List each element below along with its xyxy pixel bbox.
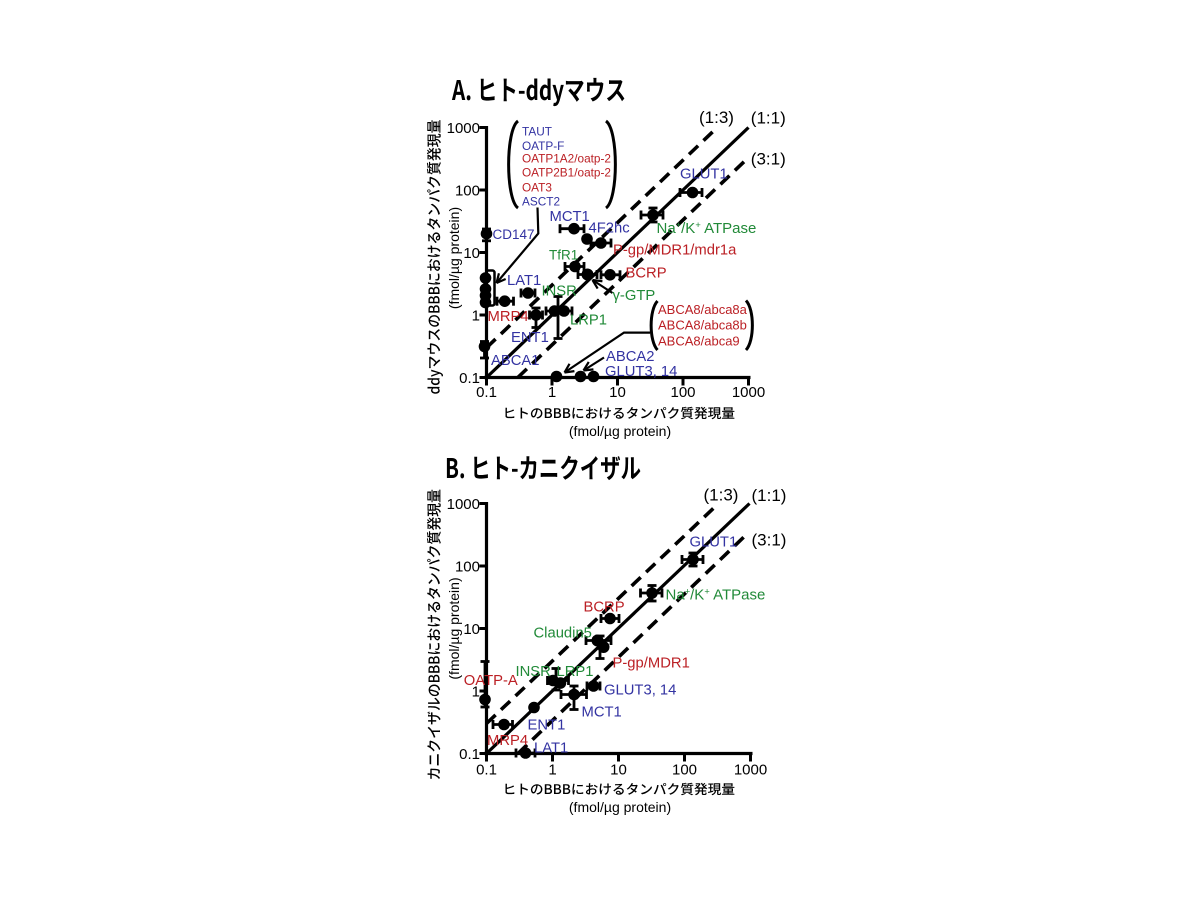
svg-text:0.1: 0.1 [459, 746, 480, 763]
svg-text:ABCA2: ABCA2 [606, 349, 655, 365]
svg-text:(fmol/µg protein): (fmol/µg protein) [569, 799, 671, 815]
svg-text:0.1: 0.1 [476, 762, 497, 779]
svg-text:ABCA1: ABCA1 [491, 353, 540, 369]
svg-text:LAT1: LAT1 [534, 741, 568, 757]
svg-text:1000: 1000 [447, 496, 480, 513]
svg-text:Na+​/K+​ ATPase: Na+​/K+​ ATPase [657, 220, 757, 237]
svg-text:LRP1: LRP1 [570, 313, 607, 329]
svg-text:TAUT: TAUT [522, 125, 552, 139]
svg-text:OATP-F: OATP-F [522, 139, 564, 153]
svg-text:GLUT1: GLUT1 [680, 167, 728, 183]
svg-text:1000: 1000 [732, 384, 765, 401]
svg-text:10: 10 [609, 384, 626, 401]
svg-text:ABCA8/abca8a: ABCA8/abca8a [658, 302, 748, 317]
svg-text:TfR1: TfR1 [549, 248, 578, 263]
svg-text:1000: 1000 [734, 762, 767, 779]
svg-text:GLUT3, 14: GLUT3, 14 [604, 683, 676, 699]
svg-text:γ-GTP: γ-GTP [613, 288, 656, 304]
svg-text:4F2hc: 4F2hc [589, 221, 631, 237]
svg-text:0.1: 0.1 [459, 370, 480, 387]
svg-text:1: 1 [472, 308, 480, 325]
svg-text:GLUT3, 14: GLUT3, 14 [605, 364, 677, 380]
svg-text:(1:3): (1:3) [704, 486, 739, 505]
svg-text:100: 100 [455, 183, 480, 200]
svg-text:(fmol/µg protein): (fmol/µg protein) [446, 207, 462, 309]
svg-text:(3:1): (3:1) [751, 150, 786, 169]
svg-text:P-gp/MDR1: P-gp/MDR1 [613, 656, 690, 672]
svg-text:0.1: 0.1 [476, 384, 497, 401]
svg-text:1: 1 [472, 684, 480, 701]
svg-text:Claudin5: Claudin5 [534, 626, 592, 642]
svg-text:ABCA8/abca8b: ABCA8/abca8b [658, 318, 747, 333]
svg-text:MCT1: MCT1 [550, 209, 590, 225]
svg-text:1000: 1000 [447, 120, 480, 137]
svg-text:(fmol/µg protein): (fmol/µg protein) [569, 423, 671, 439]
svg-text:GLUT1: GLUT1 [690, 535, 738, 551]
svg-text:(1:1): (1:1) [752, 486, 787, 505]
svg-text:(1:3): (1:3) [699, 108, 734, 127]
svg-text:1: 1 [548, 762, 556, 779]
svg-text:(3:1): (3:1) [752, 531, 787, 550]
svg-text:P-gp/MDR1/mdr1a: P-gp/MDR1/mdr1a [613, 243, 737, 259]
svg-text:LAT1: LAT1 [507, 273, 541, 289]
svg-text:LRP1: LRP1 [557, 664, 594, 680]
svg-text:100: 100 [455, 559, 480, 576]
svg-text:ABCA8/abca9: ABCA8/abca9 [658, 334, 740, 349]
svg-text:OATP2B1/oatp-2: OATP2B1/oatp-2 [522, 166, 611, 180]
svg-text:100: 100 [672, 762, 697, 779]
svg-text:OAT3: OAT3 [522, 181, 552, 195]
svg-text:ENT1: ENT1 [528, 718, 566, 734]
svg-text:INSR: INSR [516, 664, 551, 680]
svg-text:ASCT2: ASCT2 [522, 195, 560, 209]
svg-text:(fmol/µg protein): (fmol/µg protein) [446, 577, 462, 679]
svg-text:OATP-A: OATP-A [464, 673, 518, 689]
svg-text:MRP4: MRP4 [488, 309, 529, 325]
svg-text:Na+​/K+​ ATPase: Na+​/K+​ ATPase [666, 587, 766, 604]
svg-text:CD147: CD147 [493, 227, 535, 242]
svg-text:10: 10 [610, 762, 627, 779]
svg-text:MRP4: MRP4 [487, 733, 528, 749]
svg-text:100: 100 [670, 384, 695, 401]
svg-text:BCRP: BCRP [626, 266, 667, 282]
svg-text:INSR: INSR [542, 284, 577, 300]
svg-text:(1:1): (1:1) [751, 109, 786, 128]
svg-text:ENT1: ENT1 [511, 330, 549, 346]
svg-text:10: 10 [463, 621, 480, 638]
svg-text:MCT1: MCT1 [582, 705, 622, 721]
svg-text:BCRP: BCRP [584, 600, 625, 616]
svg-text:OATP1A2/oatp-2: OATP1A2/oatp-2 [522, 152, 611, 166]
svg-text:1: 1 [548, 384, 556, 401]
svg-text:10: 10 [463, 245, 480, 262]
